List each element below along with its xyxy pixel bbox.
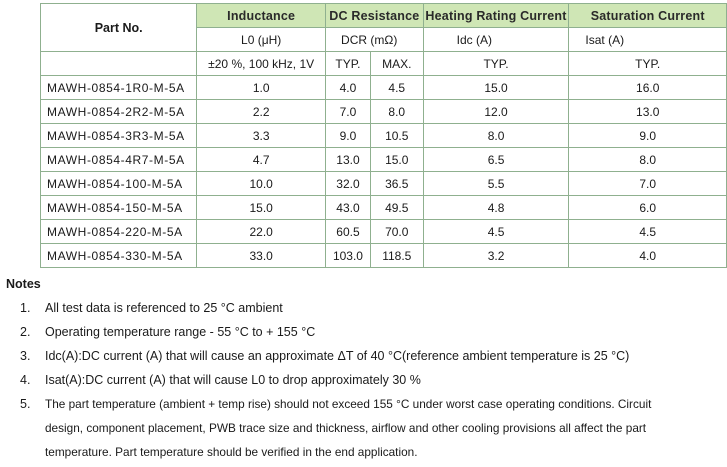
header-row-1: Part No. Inductance DC Resistance Heatin… xyxy=(39,3,727,52)
notes-title: Notes xyxy=(6,277,41,291)
note-text: Operating temperature range - 55 °C to +… xyxy=(45,325,316,339)
isat-value: 7.0 xyxy=(568,171,727,196)
dcr-max-value: 15.0 xyxy=(369,147,424,172)
note-item: 2. Operating temperature range - 55 °C to… xyxy=(20,321,315,344)
dcr-symbol: DCR (mΩ) xyxy=(325,27,424,52)
note-continuation: design, component placement, PWB trace s… xyxy=(45,421,647,435)
l0-value: 4.7 xyxy=(196,147,327,172)
isat-value: 16.0 xyxy=(568,75,727,100)
note-number: 4. xyxy=(20,373,31,387)
dcr-typ-header: TYP. xyxy=(325,51,371,76)
part-number: MAWH-0854-3R3-M-5A xyxy=(39,123,198,148)
part-number: MAWH-0854-100-M-5A xyxy=(39,171,198,196)
part-number: MAWH-0854-330-M-5A xyxy=(39,243,198,268)
dcr-max-value: 70.0 xyxy=(369,219,424,244)
note-number: 2. xyxy=(20,325,31,339)
table-row: MAWH-0854-330-M-5A 33.0 103.0 118.5 3.2 … xyxy=(39,243,727,268)
saturation-current-header: Saturation Current xyxy=(568,3,727,28)
note-number: 1. xyxy=(20,301,31,315)
l0-value: 22.0 xyxy=(196,219,327,244)
idc-typ-header: TYP. xyxy=(422,51,570,76)
dcr-typ-value: 13.0 xyxy=(325,147,371,172)
part-number: MAWH-0854-150-M-5A xyxy=(39,195,198,220)
isat-value: 4.5 xyxy=(568,219,727,244)
dcr-typ-value: 4.0 xyxy=(325,75,371,100)
dcr-max-value: 49.5 xyxy=(369,195,424,220)
note-continuation: temperature. Part temperature should be … xyxy=(45,445,418,459)
note-item: 4. Isat(A):DC current (A) that will cause… xyxy=(20,369,421,392)
table-row: MAWH-0854-150-M-5A 15.0 43.0 49.5 4.8 6.… xyxy=(39,195,727,220)
dcr-max-value: 8.0 xyxy=(369,99,424,124)
isat-value: 9.0 xyxy=(568,123,727,148)
inductance-condition: ±20 %, 100 kHz, 1V xyxy=(196,51,327,76)
part-number: MAWH-0854-2R2-M-5A xyxy=(39,99,198,124)
idc-value: 15.0 xyxy=(422,75,570,100)
dcr-typ-value: 43.0 xyxy=(325,195,371,220)
table-row: MAWH-0854-220-M-5A 22.0 60.5 70.0 4.5 4.… xyxy=(39,219,727,244)
dcr-max-value: 4.5 xyxy=(369,75,424,100)
inductance-header: Inductance xyxy=(196,3,327,28)
l0-value: 33.0 xyxy=(196,243,327,268)
idc-value: 3.2 xyxy=(422,243,570,268)
note-text: All test data is referenced to 25 °C amb… xyxy=(45,301,283,315)
dcr-max-value: 118.5 xyxy=(369,243,424,268)
part-no-header: Part No. xyxy=(39,3,198,52)
isat-symbol: Isat (A) xyxy=(568,27,727,52)
dcr-max-value: 36.5 xyxy=(369,171,424,196)
note-item: 1. All test data is referenced to 25 °C a… xyxy=(20,297,283,320)
idc-value: 8.0 xyxy=(422,123,570,148)
isat-value: 4.0 xyxy=(568,243,727,268)
dcr-typ-value: 103.0 xyxy=(325,243,371,268)
dcr-typ-value: 60.5 xyxy=(325,219,371,244)
part-number: MAWH-0854-220-M-5A xyxy=(39,219,198,244)
isat-typ-header: TYP. xyxy=(568,51,727,76)
dcr-max-value: 10.5 xyxy=(369,123,424,148)
part-no-header-blank xyxy=(39,51,198,76)
note-number: 5. xyxy=(20,397,31,411)
idc-symbol: Idc (A) xyxy=(422,27,570,52)
dcr-typ-value: 9.0 xyxy=(325,123,371,148)
dc-resistance-header: DC Resistance xyxy=(325,3,424,28)
dcr-typ-value: 7.0 xyxy=(325,99,371,124)
table-row: MAWH-0854-100-M-5A 10.0 32.0 36.5 5.5 7.… xyxy=(39,171,727,196)
note-text: Idc(A):DC current (A) that will cause an… xyxy=(45,349,630,363)
isat-value: 8.0 xyxy=(568,147,727,172)
part-number: MAWH-0854-4R7-M-5A xyxy=(39,147,198,172)
table-row: MAWH-0854-1R0-M-5A 1.0 4.0 4.5 15.0 16.0 xyxy=(39,75,727,100)
isat-value: 6.0 xyxy=(568,195,727,220)
dcr-max-header: MAX. xyxy=(369,51,424,76)
l0-value: 2.2 xyxy=(196,99,327,124)
header-row-2: L0 (μH) DCR (mΩ) Idc (A) Isat (A) xyxy=(41,27,727,52)
spec-table: Part No. Inductance DC Resistance Heatin… xyxy=(39,3,727,268)
dcr-typ-value: 32.0 xyxy=(325,171,371,196)
table-row: MAWH-0854-4R7-M-5A 4.7 13.0 15.0 6.5 8.0 xyxy=(39,147,727,172)
idc-value: 4.5 xyxy=(422,219,570,244)
table-row: MAWH-0854-2R2-M-5A 2.2 7.0 8.0 12.0 13.0 xyxy=(39,99,727,124)
l0-value: 10.0 xyxy=(196,171,327,196)
l0-value: 15.0 xyxy=(196,195,327,220)
part-number: MAWH-0854-1R0-M-5A xyxy=(39,75,198,100)
l0-value: 1.0 xyxy=(196,75,327,100)
note-number: 3. xyxy=(20,349,31,363)
note-item: 3. Idc(A):DC current (A) that will cause … xyxy=(20,345,629,368)
idc-value: 6.5 xyxy=(422,147,570,172)
l0-value: 3.3 xyxy=(196,123,327,148)
isat-value: 13.0 xyxy=(568,99,727,124)
note-item: 5. The part temperature (ambient + temp r… xyxy=(20,393,651,416)
idc-value: 4.8 xyxy=(422,195,570,220)
table-row: MAWH-0854-3R3-M-5A 3.3 9.0 10.5 8.0 9.0 xyxy=(39,123,727,148)
note-text: Isat(A):DC current (A) that will cause L… xyxy=(45,373,421,387)
note-text: The part temperature (ambient + temp ris… xyxy=(45,397,652,411)
idc-value: 12.0 xyxy=(422,99,570,124)
heating-current-header: Heating Rating Current xyxy=(422,3,570,28)
header-row-3: ±20 %, 100 kHz, 1V TYP. MAX. TYP. TYP. xyxy=(39,51,727,76)
inductance-symbol: L0 (μH) xyxy=(196,27,327,52)
idc-value: 5.5 xyxy=(422,171,570,196)
